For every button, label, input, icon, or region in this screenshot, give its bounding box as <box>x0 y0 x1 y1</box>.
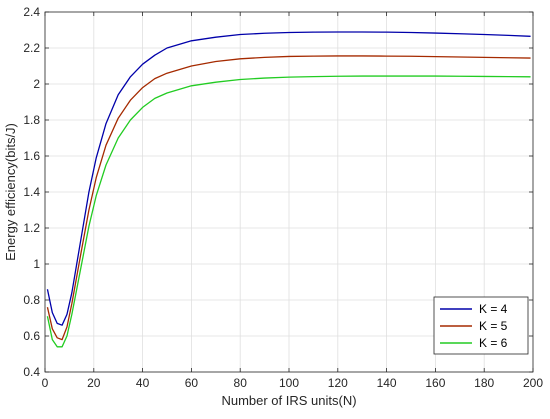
x-tick-label: 120 <box>328 376 348 390</box>
y-axis-label: Energy efficiency(bits/J) <box>3 123 18 261</box>
y-tick-label: 2.2 <box>23 41 40 55</box>
y-tick-label: 1.2 <box>23 221 40 235</box>
series-layer <box>46 31 531 348</box>
axis-ticks: 0 20 40 60 80 100 120 140 160 180 200 0.4 0.6 0.8 1 1.2… <box>23 5 543 390</box>
series-line-2 <box>46 55 531 341</box>
legend-entry-label: K = 6 <box>479 336 508 350</box>
y-tick-label: 0.8 <box>23 293 40 307</box>
legend: K = 4 K = 5 K = 6 <box>433 296 529 355</box>
y-tick-label: 0.6 <box>23 329 40 343</box>
y-tick-label: 1 <box>33 257 40 271</box>
x-tick-label: 100 <box>279 376 299 390</box>
y-tick-label: 1.8 <box>23 113 40 127</box>
x-tick-label: 180 <box>474 376 494 390</box>
x-tick-label: 40 <box>136 376 150 390</box>
y-tick-label: 2 <box>33 77 40 91</box>
y-tick-label: 2.4 <box>23 5 40 19</box>
series-line-3 <box>46 75 531 348</box>
y-tick-label: 1.6 <box>23 149 40 163</box>
x-tick-label: 80 <box>234 376 248 390</box>
y-tick-label: 0.4 <box>23 365 40 379</box>
x-tick-label: 20 <box>87 376 101 390</box>
x-tick-label: 0 <box>42 376 49 390</box>
legend-entry-label: K = 4 <box>479 302 508 316</box>
x-tick-label: 160 <box>425 376 445 390</box>
series-line-1 <box>46 31 531 326</box>
x-tick-label: 140 <box>377 376 397 390</box>
x-tick-label: 60 <box>185 376 199 390</box>
x-tick-label: 200 <box>523 376 543 390</box>
x-axis-label: Number of IRS units(N) <box>221 393 356 408</box>
y-tick-label: 1.4 <box>23 185 40 199</box>
legend-entry-label: K = 5 <box>479 319 508 333</box>
